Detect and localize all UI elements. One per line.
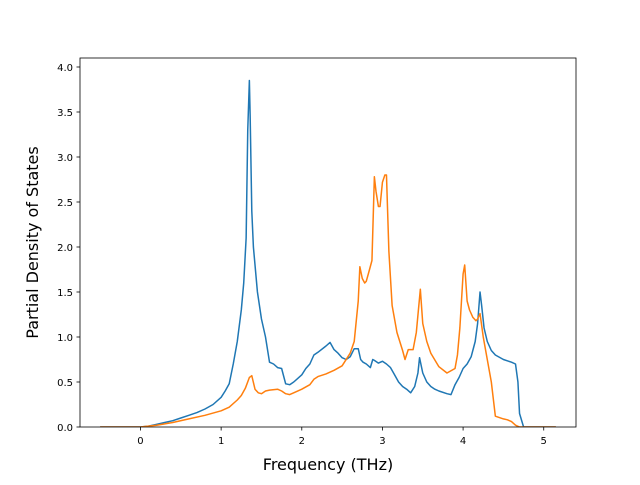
y-tick-label: 4.0 [57,63,73,74]
series-line-1 [100,79,556,427]
x-tick-label: 1 [218,436,224,447]
x-axis-title: Frequency (THz) [263,455,393,474]
x-tick-label: 4 [460,436,466,447]
y-axis-title: Partial Density of States [23,146,42,338]
y-tick-label: 1.0 [57,333,73,344]
y-tick-label: 0.0 [57,423,73,434]
series-layer [100,79,556,427]
ticks-layer: 0 1 2 3 4 5 0.0 0.5 1.0 1.5 2.0 2.5 3.0 3.5 4.0 [57,63,547,447]
x-tick-label: 0 [137,436,143,447]
y-tick-label: 0.5 [57,378,73,389]
y-tick-label: 1.5 [57,288,73,299]
y-tick-label: 2.5 [57,198,73,209]
x-tick-label: 5 [541,436,547,447]
x-tick-label: 2 [299,436,305,447]
y-tick-label: 2.0 [57,243,73,254]
y-tick-label: 3.0 [57,153,73,164]
series-line-2 [100,174,556,427]
x-tick-label: 3 [379,436,385,447]
axes-layer [79,57,577,428]
plot-frame [79,57,577,428]
y-tick-label: 3.5 [57,108,73,119]
